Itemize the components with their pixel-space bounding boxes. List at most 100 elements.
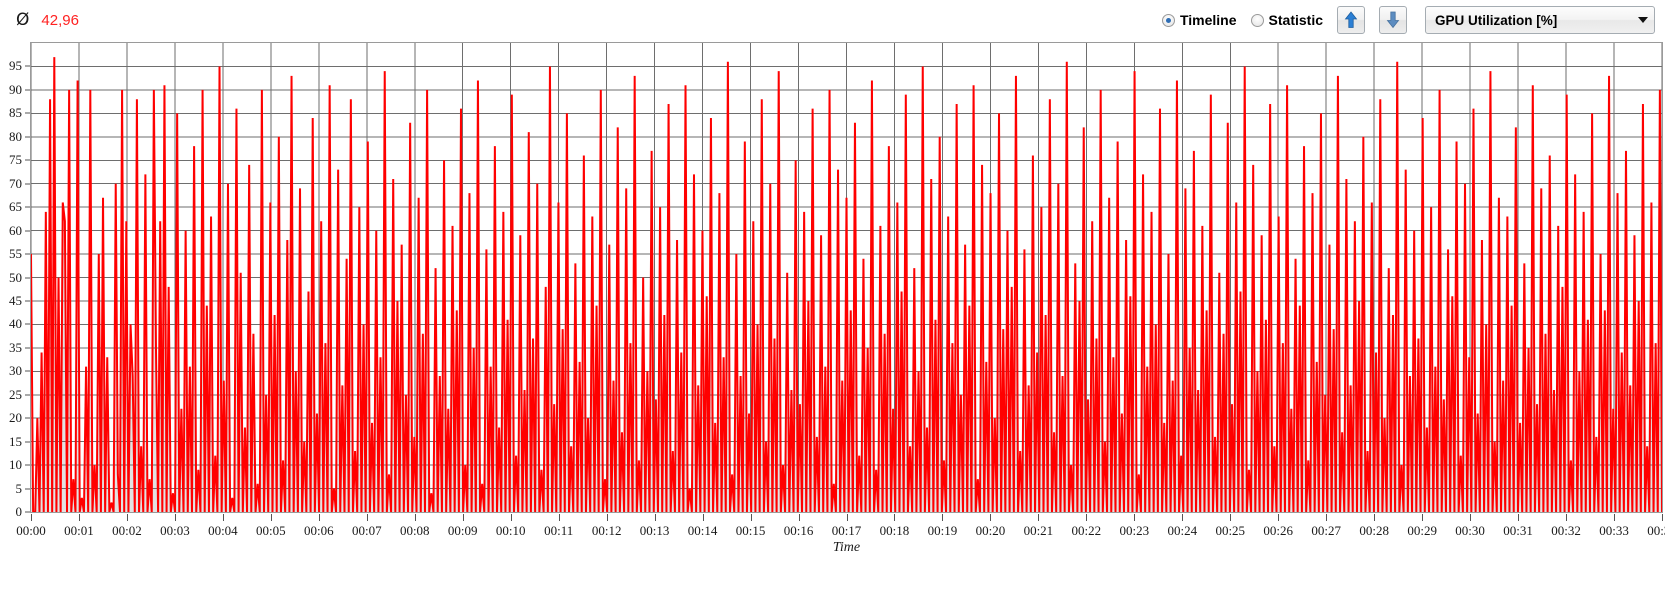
y-tick-mark xyxy=(25,394,30,396)
y-tick-mark xyxy=(25,441,30,443)
x-tick-mark xyxy=(1230,514,1232,521)
x-tick-label: 00:25 xyxy=(1215,523,1246,538)
y-tick-mark xyxy=(25,230,30,232)
x-tick-mark xyxy=(1134,514,1136,521)
x-tick-mark xyxy=(558,514,560,521)
x-tick-label: 00:23 xyxy=(1119,523,1150,538)
move-down-button[interactable] xyxy=(1379,6,1407,34)
x-tick-mark xyxy=(318,514,320,521)
y-tick-label: 40 xyxy=(9,316,22,332)
x-tick-label: 00:21 xyxy=(1023,523,1054,538)
y-tick-mark xyxy=(25,488,30,490)
x-tick-label: 00:22 xyxy=(1071,523,1102,538)
y-tick-mark xyxy=(25,323,30,325)
average-symbol-icon: Ø xyxy=(16,9,30,30)
chevron-down-icon[interactable] xyxy=(1638,17,1648,23)
x-tick-mark xyxy=(1470,514,1472,521)
radio-dot-statistic-icon[interactable] xyxy=(1250,13,1264,27)
x-tick-label: 00:31 xyxy=(1503,523,1533,538)
y-tick-mark xyxy=(25,277,30,278)
average-readout: Ø 42,96 xyxy=(16,9,79,30)
y-tick-label: 90 xyxy=(9,81,22,97)
x-tick-label: 00:17 xyxy=(831,523,862,538)
x-tick-mark xyxy=(798,514,800,521)
x-tick-label: 00:30 xyxy=(1455,523,1485,538)
y-axis: 95 90 85 80 75 70 65 60 55 50 45 40 35 30 25 20 15 10 5 0 xyxy=(0,40,30,598)
x-tick-label: 00:18 xyxy=(879,523,910,538)
x-tick-mark xyxy=(126,514,128,521)
x-tick-mark xyxy=(1518,514,1520,521)
x-tick-mark xyxy=(1038,514,1040,521)
x-tick-mark xyxy=(1374,514,1376,521)
y-tick-mark xyxy=(25,206,30,208)
y-tick-label: 80 xyxy=(9,128,22,144)
x-tick-label: 00:13 xyxy=(639,523,670,538)
y-tick-label: 35 xyxy=(9,339,22,355)
y-tick-mark xyxy=(25,136,30,138)
y-tick-mark xyxy=(25,253,30,255)
y-tick-mark xyxy=(25,417,30,419)
y-tick-mark xyxy=(25,89,30,91)
x-tick-label: 00:27 xyxy=(1311,523,1342,538)
metric-select[interactable]: GPU Utilization [%] xyxy=(1425,6,1655,34)
x-tick-label: 00:28 xyxy=(1359,523,1389,538)
arrow-up-icon xyxy=(1344,11,1358,29)
y-tick-mark xyxy=(25,183,30,185)
y-tick-label: 55 xyxy=(9,246,22,262)
x-tick-label: 00:05 xyxy=(256,523,286,538)
y-tick-mark xyxy=(25,511,30,513)
x-tick-mark xyxy=(270,514,272,521)
x-tick-mark xyxy=(846,514,848,521)
toolbar: Ø 42,96 Timeline Statistic xyxy=(0,0,1665,40)
y-tick-mark xyxy=(25,112,30,114)
x-tick-label: 00:07 xyxy=(351,523,382,538)
y-tick-label: 25 xyxy=(9,386,22,402)
x-tick-mark xyxy=(462,514,464,521)
x-tick-mark xyxy=(1566,514,1568,521)
plot-area[interactable] xyxy=(30,42,1663,513)
average-value: 42,96 xyxy=(41,11,79,29)
x-tick-label: 00:32 xyxy=(1551,523,1581,538)
y-tick-label: 60 xyxy=(9,222,22,238)
x-tick-mark xyxy=(414,514,416,521)
y-tick-mark xyxy=(25,300,30,302)
x-tick-label: 00:12 xyxy=(591,523,622,538)
x-tick-label: 00:34 xyxy=(1647,523,1665,538)
move-up-button[interactable] xyxy=(1337,6,1365,34)
radio-statistic-label: Statistic xyxy=(1268,12,1323,28)
x-tick-label: 00:19 xyxy=(927,523,958,538)
y-tick-label: 85 xyxy=(9,105,22,121)
x-tick-label: 00:24 xyxy=(1167,523,1198,538)
x-tick-label: 00:11 xyxy=(544,523,574,538)
x-axis-title: Time xyxy=(832,540,861,555)
x-tick-label: 00:00 xyxy=(16,523,46,538)
view-mode-radio-group: Timeline Statistic xyxy=(1161,12,1323,28)
x-tick-label: 00:06 xyxy=(304,523,334,538)
y-tick-label: 75 xyxy=(9,152,22,168)
x-tick-mark xyxy=(174,514,176,521)
radio-statistic[interactable]: Statistic xyxy=(1250,12,1323,28)
x-tick-mark xyxy=(654,514,656,521)
y-tick-mark xyxy=(25,370,30,372)
y-tick-label: 95 xyxy=(9,58,22,74)
radio-timeline[interactable]: Timeline xyxy=(1161,12,1237,28)
x-tick-mark xyxy=(942,514,944,521)
y-tick-label: 10 xyxy=(9,457,22,473)
y-tick-label: 15 xyxy=(9,433,22,449)
arrow-down-icon xyxy=(1386,11,1400,29)
radio-dot-timeline-icon[interactable] xyxy=(1161,13,1175,27)
y-tick-mark xyxy=(25,159,30,161)
x-tick-mark xyxy=(1086,514,1088,521)
y-tick-label: 65 xyxy=(9,199,22,215)
x-tick-mark xyxy=(1278,514,1280,521)
chart-region: 95 90 85 80 75 70 65 60 55 50 45 40 35 30 25 20 15 10 5 0 0… xyxy=(0,40,1665,598)
y-tick-label: 5 xyxy=(15,480,23,496)
x-tick-label: 00:08 xyxy=(399,523,430,538)
y-tick-mark xyxy=(25,464,30,466)
x-tick-label: 00:14 xyxy=(687,523,718,538)
x-tick-label: 00:04 xyxy=(208,523,238,538)
x-tick-label: 00:29 xyxy=(1407,523,1437,538)
x-tick-label: 00:02 xyxy=(112,523,142,538)
y-tick-label: 30 xyxy=(9,363,22,379)
y-tick-label: 50 xyxy=(9,269,22,285)
